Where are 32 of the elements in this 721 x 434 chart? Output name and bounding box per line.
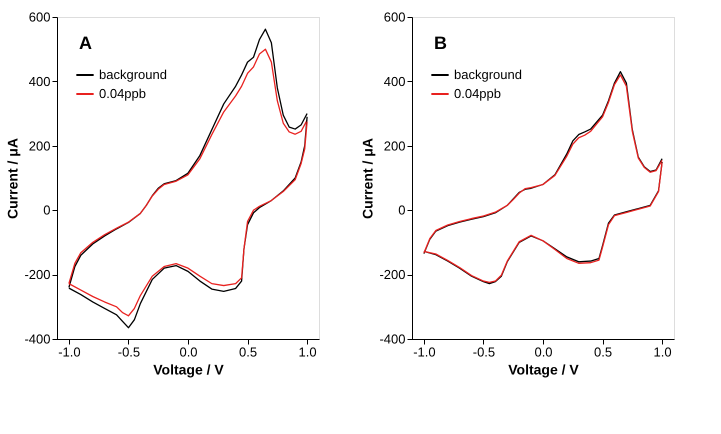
- x-tick-label: 0.0: [179, 344, 198, 360]
- y-tick-label: 600: [28, 10, 50, 24]
- y-tick-label: 400: [28, 74, 50, 89]
- y-tick-label: 200: [28, 138, 50, 154]
- x-tick-label: 1.0: [654, 344, 672, 360]
- y-tick-label: -400: [379, 332, 406, 346]
- x-tick-label: 0.5: [594, 344, 612, 360]
- y-tick-label: -200: [24, 267, 50, 282]
- x-tick-label: -1.0: [58, 344, 81, 360]
- y-tick-label: -400: [24, 332, 50, 346]
- y-tick-label: -200: [379, 267, 406, 282]
- y-axis-title: Current / μA: [4, 138, 20, 219]
- x-tick-label: -0.5: [472, 344, 496, 360]
- x-axis-title: Voltage / V: [153, 362, 224, 378]
- y-tick-label: 600: [384, 10, 406, 24]
- x-tick-label: 0.5: [239, 344, 258, 360]
- legend-label: 0.04ppb: [99, 86, 146, 101]
- annotation: B: [434, 33, 447, 53]
- x-tick-label: -0.5: [118, 344, 140, 360]
- x-tick-label: 1.0: [298, 344, 317, 360]
- y-tick-label: 0: [398, 202, 406, 218]
- y-tick-label: 400: [384, 74, 406, 89]
- y-tick-label: 200: [384, 138, 406, 154]
- x-axis-title: Voltage / V: [508, 362, 580, 378]
- y-tick-label: 0: [43, 202, 50, 218]
- x-tick-label: 0.0: [534, 344, 553, 360]
- legend-label: 0.04ppb: [454, 86, 501, 101]
- x-tick-label: -1.0: [413, 344, 436, 360]
- y-axis-title: Current / μA: [359, 138, 376, 219]
- legend-label: background: [99, 67, 167, 82]
- annotation: A: [79, 33, 92, 53]
- legend-label: background: [454, 67, 522, 82]
